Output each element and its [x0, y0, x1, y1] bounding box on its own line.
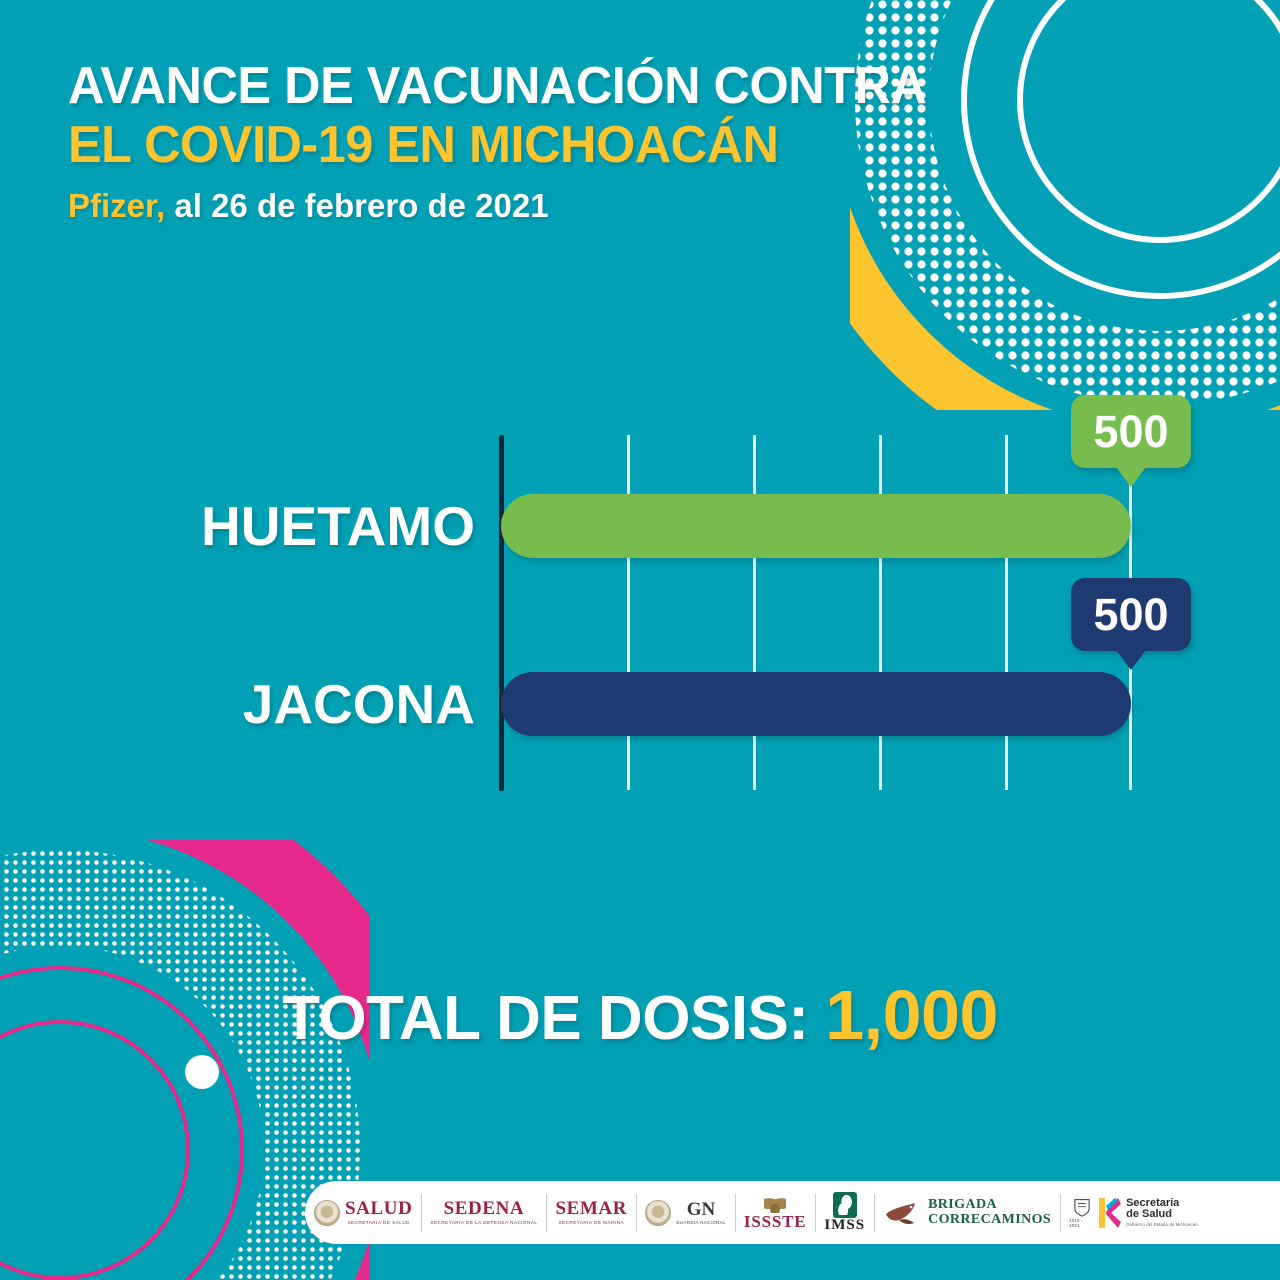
- logo-sedena-label: SEDENA: [443, 1198, 525, 1220]
- value-bubble-jacona: 500: [1071, 578, 1191, 670]
- logo-correcaminos-label: CORRECAMINOS: [928, 1211, 1052, 1227]
- logo-semar: SEMAR SECRETARÍA DE MARINA: [546, 1190, 636, 1236]
- logo-imss-label: IMSS: [824, 1217, 866, 1233]
- header: AVANCE DE VACUNACIÓN CONTRA EL COVID-19 …: [68, 58, 1028, 225]
- logo-semar-label: SEMAR: [555, 1198, 628, 1220]
- logo-michoacan-salud: 2015 - 2021 Secretaría de Salud Gobierno…: [1060, 1190, 1207, 1236]
- logo-gn-label: GN: [686, 1198, 716, 1220]
- total-doses: TOTAL DE DOSIS: 1,000: [0, 975, 1280, 1055]
- logo-issste-label: ISSSTE: [743, 1211, 807, 1231]
- bar-jacona: [501, 672, 1131, 736]
- gridline: [1005, 435, 1008, 790]
- category-label-huetamo: HUETAMO: [201, 495, 475, 557]
- imss-emblem-icon: [832, 1192, 857, 1218]
- issste-emblem-icon: [764, 1195, 787, 1213]
- value-bubble-huetamo: 500: [1071, 395, 1191, 487]
- total-doses-amount: 1,000: [825, 976, 998, 1054]
- logo-imss: IMSS: [815, 1190, 874, 1236]
- value-axis-line: [499, 435, 504, 791]
- logo-michoacan-note: Gobierno del Estado de Michoacán: [1126, 1221, 1198, 1227]
- footer-logo-bar: SALUD SECRETARÍA DE SALUD SEDENA SECRETA…: [305, 1181, 1280, 1244]
- guardia-nacional-seal-icon: [645, 1199, 672, 1226]
- total-doses-label: TOTAL DE DOSIS:: [282, 984, 809, 1053]
- logo-salud: SALUD SECRETARÍA DE SALUD: [305, 1190, 421, 1236]
- bar-huetamo: [501, 494, 1131, 558]
- logo-brigada-correcaminos: BRIGADA CORRECAMINOS: [874, 1190, 1060, 1236]
- logo-semar-sublabel: SECRETARÍA DE MARINA: [558, 1219, 625, 1225]
- logo-sedena-sublabel: SECRETARÍA DE LA DEFENSA NACIONAL: [430, 1219, 538, 1225]
- value-bubble-huetamo-text: 500: [1093, 405, 1169, 457]
- bubble-pointer-icon: [1116, 650, 1146, 670]
- logo-brigada-label: BRIGADA: [928, 1197, 997, 1213]
- michoacan-years: 2015 - 2021: [1069, 1217, 1083, 1228]
- michoacan-coat-of-arms-icon: 2015 - 2021: [1069, 1198, 1094, 1228]
- value-bubble-jacona-text: 500: [1093, 588, 1169, 640]
- logo-guardia-nacional: GN GUARDIA NACIONAL: [636, 1190, 735, 1236]
- logo-michoacan-sublabel: de Salud: [1126, 1208, 1172, 1221]
- gridline: [627, 435, 630, 790]
- gridline: [879, 435, 882, 790]
- title-line-2: EL COVID-19 EN MICHOACÁN: [68, 115, 779, 174]
- bubble-pointer-icon: [1116, 467, 1146, 487]
- logo-sedena: SEDENA SECRETARÍA DE LA DEFENSA NACIONAL: [421, 1190, 546, 1236]
- plot-area: [501, 435, 1132, 790]
- michoacan-k-logo-icon: [1099, 1197, 1122, 1228]
- mexico-seal-icon: [314, 1199, 340, 1226]
- logo-salud-label: SALUD: [345, 1198, 413, 1220]
- title-line-1: AVANCE DE VACUNACIÓN CONTRA: [68, 57, 927, 115]
- roadrunner-bird-icon: [886, 1202, 916, 1224]
- logo-gn-sublabel: GUARDIA NACIONAL: [676, 1220, 726, 1226]
- category-label-jacona: JACONA: [242, 673, 475, 735]
- logo-michoacan-label: Secretaría: [1126, 1196, 1180, 1209]
- vaccine-brand: Pfizer,: [68, 187, 166, 225]
- logo-issste: ISSSTE: [734, 1190, 815, 1236]
- subtitle: Pfizer, al 26 de febrero de 2021: [68, 187, 1028, 225]
- subtitle-date: al 26 de febrero de 2021: [165, 187, 549, 225]
- gridline: [753, 435, 756, 790]
- logo-salud-sublabel: SECRETARÍA DE SALUD: [347, 1219, 410, 1225]
